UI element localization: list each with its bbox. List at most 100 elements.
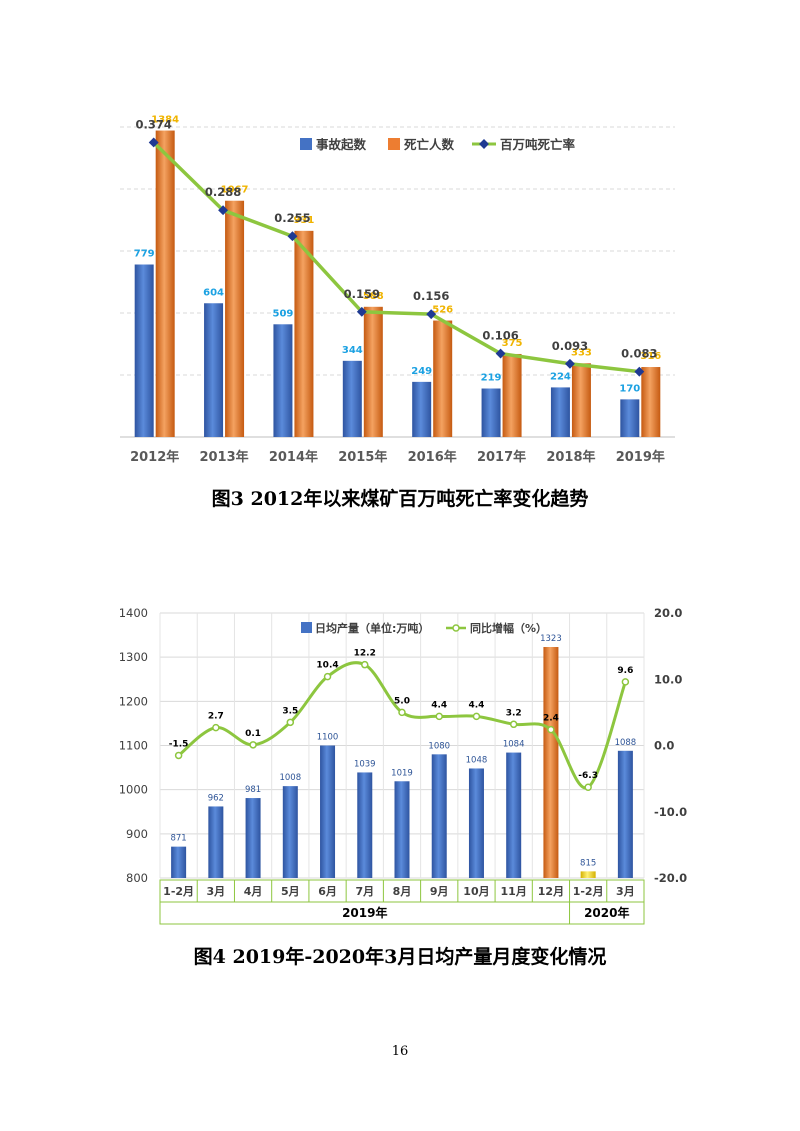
data-label-rate: 0.083 [621,347,657,361]
chart-daily-output-monthly: 800 900 1000 1100 1200 1300 1400 -20.0 -10.0 0.0 1… [119,606,687,925]
data-label-rate: 0.288 [205,185,241,199]
data-label-output: 815 [580,858,596,868]
data-label-accidents: 779 [134,249,155,260]
y-left-tick-label: 1200 [119,694,148,708]
data-label-output: 1008 [279,773,301,783]
x-tick-label: 3月 [207,885,226,898]
growth-marker [361,660,369,669]
y-right-tick-label: -20.0 [654,871,687,885]
rate-marker [287,231,298,242]
data-label-rate: 0.156 [413,289,449,303]
x-tick-label: 7月 [355,885,374,898]
data-label-deaths: 316 [640,351,661,362]
data-label-rate: 0.093 [552,339,588,353]
data-label-accidents: 604 [203,287,224,298]
x-tick-label: 4月 [244,885,263,898]
legend-swatch-output [301,622,312,633]
data-label-growth: -6.3 [578,771,598,781]
bar-accidents [550,387,570,437]
x-tick-label: 2017年 [477,449,526,465]
x-tick-label: 2015年 [338,449,387,465]
growth-marker [249,741,257,749]
legend-marker-growth [452,624,460,632]
series-line-death-rate [152,141,640,374]
growth-marker [323,672,332,681]
data-label-output: 962 [208,793,224,803]
x-tick-label: 2014年 [269,449,318,465]
growth-marker [286,718,295,727]
bar-daily-output [357,772,373,878]
data-label-growth: -1.5 [169,739,189,749]
data-label-accidents: 219 [481,373,502,384]
x-tick-label: 8月 [393,885,412,898]
growth-marker [174,751,183,760]
x-tick-label: 2013年 [199,449,248,465]
data-label-deaths: 526 [432,305,453,316]
data-label-rate: 0.159 [344,287,380,301]
bar-accidents [481,388,501,437]
data-label-deaths: 1384 [151,115,179,126]
data-label-growth: 10.4 [316,661,338,671]
rate-marker [564,358,575,369]
data-label-output: 871 [170,834,186,844]
growth-marker [435,712,443,721]
bar-daily-output [171,846,187,878]
data-label-rate: 0.374 [135,117,171,131]
rate-marker [148,137,159,148]
growth-marker [398,708,406,717]
data-label-deaths: 333 [571,347,592,358]
growth-marker [472,712,481,721]
x-tick-label: 1-2月 [573,885,604,898]
bar-deaths [571,363,591,437]
data-label-growth: 3.5 [282,706,298,716]
legend-swatch-deaths [388,138,400,150]
data-label-output: 1100 [317,733,339,743]
growth-marker [212,723,220,732]
x-tick-label: 5月 [281,885,300,898]
data-label-output: 1039 [354,759,376,769]
bar-daily-output [617,750,633,878]
data-label-output: 1084 [503,740,525,750]
data-label-output: 1048 [466,755,488,765]
x-tick-label: 3月 [616,885,635,898]
data-label-accidents: 509 [273,308,294,319]
data-label-deaths: 931 [294,215,315,226]
data-label-accidents: 224 [550,371,571,382]
figure-3-caption: 图3 2012年以来煤矿百万吨死亡率变化趋势 [211,488,589,510]
x-tick-label: 9月 [430,885,449,898]
data-label-accidents: 249 [411,366,432,377]
y-right-tick-label: 10.0 [654,672,682,686]
bar-deaths [225,200,245,437]
x-tick-label: 6月 [318,885,337,898]
legend-swatch-accidents [300,138,312,150]
legend-label-accidents: 事故起数 [316,137,367,152]
data-label-rate: 0.106 [482,329,518,343]
legend-label-growth: 同比增幅（%） [470,621,547,635]
group-label: 2020年 [584,905,629,920]
rate-marker [634,366,645,377]
legend-label-deaths: 死亡人数 [403,137,455,152]
data-label-output: 1088 [615,738,637,748]
growth-marker [509,720,518,729]
legend-marker-rate [479,139,489,149]
data-label-accidents: 344 [342,345,363,356]
x-tick-label: 12月 [538,885,564,898]
data-label-output: 1019 [391,768,413,778]
y-right-tick-label: -10.0 [654,805,687,819]
data-label-growth: 0.1 [245,729,261,739]
data-label-growth: 3.2 [506,708,522,718]
y-left-tick-label: 1100 [119,739,148,753]
data-label-deaths: 1067 [221,185,249,196]
page-number: 16 [391,1044,409,1059]
x-tick-label: 2019年 [616,449,665,465]
y-right-tick-label: 20.0 [654,606,682,620]
bar-daily-output [282,786,298,878]
bar-daily-output [245,798,261,878]
bar-deaths [433,320,453,437]
figure-4-caption: 图4 2019年-2020年3月日均产量月度变化情况 [193,946,607,968]
data-label-output: 1080 [428,741,450,751]
bar-deaths [641,367,661,437]
x-tick-label: 1-2月 [163,885,194,898]
bar-accidents [134,264,154,437]
data-label-deaths: 375 [502,338,523,349]
